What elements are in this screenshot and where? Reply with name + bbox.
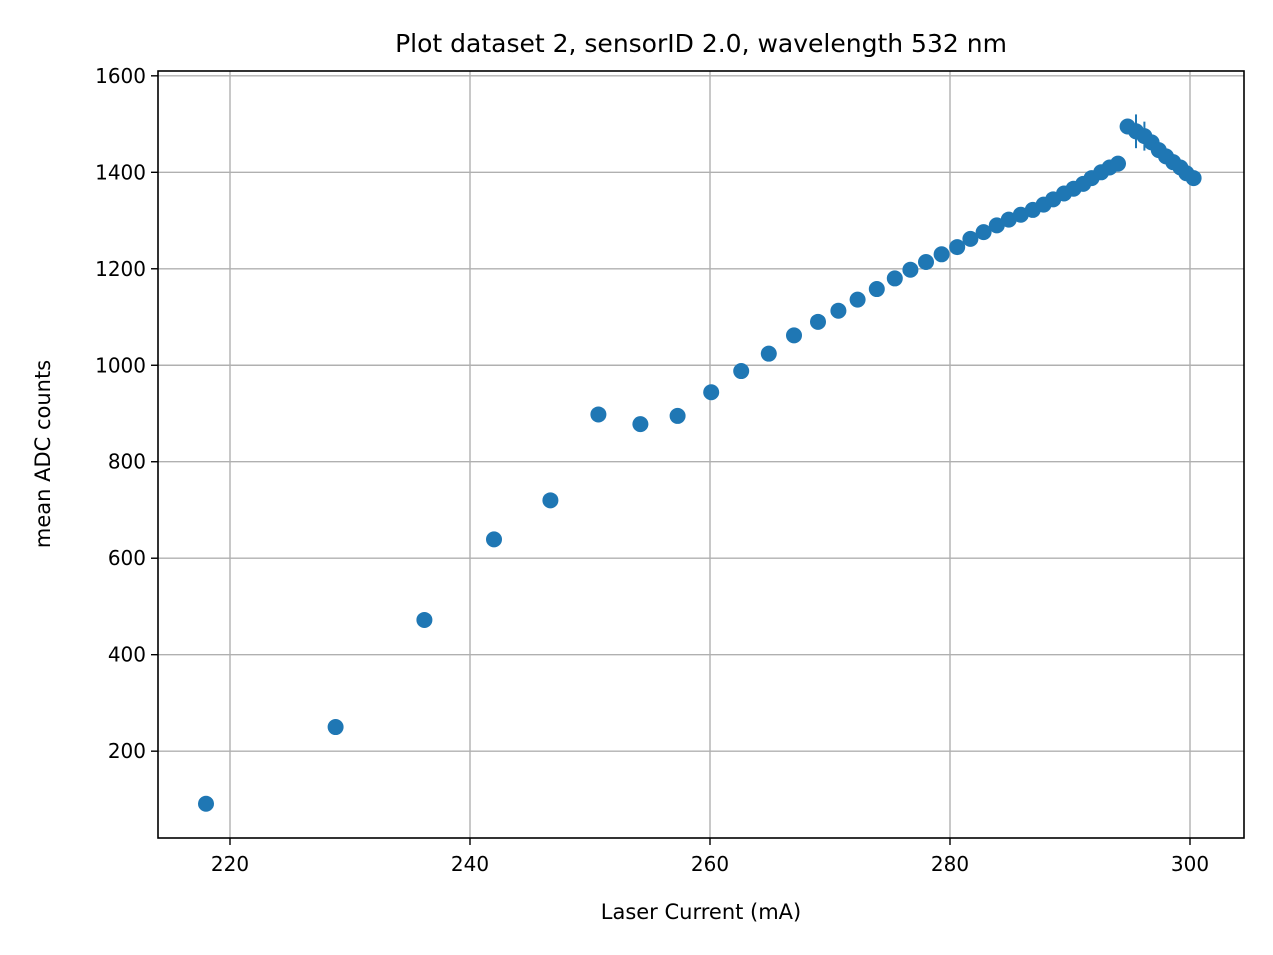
data-point xyxy=(975,224,992,241)
data-point xyxy=(849,291,866,308)
data-point xyxy=(830,302,847,319)
data-point xyxy=(486,531,502,548)
y-tick-label: 1200 xyxy=(95,257,146,281)
y-tick-label: 1600 xyxy=(95,64,146,88)
data-point xyxy=(886,270,903,287)
data-point xyxy=(416,611,433,628)
chart-title: Plot dataset 2, sensorID 2.0, wavelength… xyxy=(395,29,1007,58)
x-tick-label: 240 xyxy=(451,852,489,876)
data-point xyxy=(632,416,649,433)
data-point xyxy=(786,327,802,344)
y-tick-label: 800 xyxy=(108,450,146,474)
data-point xyxy=(810,313,826,330)
plot-area-frame xyxy=(157,70,1245,839)
y-tick-label: 200 xyxy=(108,739,146,763)
data-point xyxy=(949,239,966,256)
data-point xyxy=(327,719,344,736)
x-axis-label: Laser Current (mA) xyxy=(601,900,802,924)
data-point xyxy=(198,795,214,812)
x-tick-label: 220 xyxy=(211,852,249,876)
data-point xyxy=(1185,170,1202,187)
data-point xyxy=(1110,155,1126,172)
data-point xyxy=(703,384,720,401)
y-tick-label: 400 xyxy=(108,643,146,667)
data-point xyxy=(868,281,885,298)
y-axis-label: mean ADC counts xyxy=(31,360,55,548)
y-tick-label: 1000 xyxy=(95,353,146,377)
data-point xyxy=(760,345,777,362)
axis-ticks: 220 240 260 280 300 200 400 600 800 1000 1200 1400 1… xyxy=(95,64,1209,876)
data-point xyxy=(1000,211,1017,228)
data-point xyxy=(1012,206,1029,223)
grid xyxy=(158,71,1244,838)
x-tick-label: 300 xyxy=(1171,852,1209,876)
data-point xyxy=(918,254,934,271)
data-points xyxy=(198,114,1202,812)
data-point xyxy=(733,363,750,380)
y-tick-label: 600 xyxy=(108,546,146,570)
data-point xyxy=(902,261,919,278)
x-tick-label: 260 xyxy=(691,852,729,876)
data-point xyxy=(542,492,559,509)
y-tick-label: 1400 xyxy=(95,160,146,184)
data-point xyxy=(933,246,950,263)
data-point xyxy=(669,407,686,424)
data-point xyxy=(962,230,979,247)
data-point xyxy=(988,217,1005,234)
data-point xyxy=(590,406,607,423)
x-tick-label: 280 xyxy=(931,852,969,876)
